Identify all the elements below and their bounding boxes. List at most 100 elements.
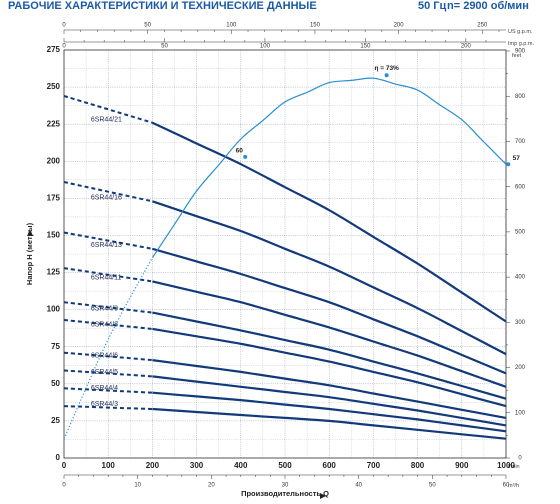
bottom-axes: l/min m³/h Производительность Q 0 100 200 3… bbox=[62, 461, 520, 499]
imp-gpm-axis-label: Imp g.p.m. bbox=[508, 41, 534, 47]
x-axis-arrow bbox=[320, 493, 326, 499]
curve-dashed-0 bbox=[63, 95, 153, 124]
m3h-tick-label: 0 bbox=[62, 483, 66, 489]
y-tick-label: 50 bbox=[51, 379, 60, 388]
frequency-label: 50 Гц bbox=[418, 0, 447, 12]
us-gpm-tick-label: 150 bbox=[310, 23, 321, 29]
x-tick-label: 700 bbox=[367, 461, 381, 470]
y-tick-label: 225 bbox=[47, 119, 61, 128]
curve-solid-4 bbox=[152, 311, 507, 400]
efficiency-label-1: η = 73% bbox=[374, 65, 399, 72]
curve-solid-6 bbox=[152, 359, 507, 419]
y-axis-arrow bbox=[27, 230, 33, 236]
feet-tick-label: 600 bbox=[515, 184, 526, 190]
y-tick-label: 150 bbox=[47, 231, 61, 240]
curve-label-4: 6SR44/9 bbox=[91, 305, 118, 312]
us-gpm-tick-label: 100 bbox=[226, 23, 237, 29]
m3h-tick-label: 10 bbox=[134, 483, 141, 489]
y-tick-label: 250 bbox=[47, 82, 61, 91]
l-min-axis-label: l/min bbox=[508, 464, 520, 470]
imp-gpm-tick-label: 150 bbox=[360, 44, 371, 50]
efficiency-point-1 bbox=[384, 73, 389, 78]
curve-label-3: 6SR44/11 bbox=[91, 274, 122, 281]
y-tick-label: 275 bbox=[47, 45, 61, 54]
curve-solid-2 bbox=[152, 247, 507, 375]
y-tick-label: 125 bbox=[47, 268, 61, 277]
feet-tick-label: 500 bbox=[515, 229, 526, 235]
efficiency-dotted bbox=[63, 257, 153, 439]
imp-gpm-tick-label: 100 bbox=[260, 44, 271, 50]
feet-tick-label: 800 bbox=[515, 94, 526, 100]
pump-curves: 6SR44/21 6SR44/16 6SR44/13 6SR44/11 6SR44/9 6… bbox=[63, 95, 507, 440]
y-axis: Напор H (метры) 0 25 50 75 100 125 150 175 200 22… bbox=[25, 45, 61, 462]
y-tick-label: 200 bbox=[47, 156, 61, 165]
curve-dashed-6 bbox=[63, 351, 153, 362]
efficiency-curve: 60 η = 73% 57 bbox=[63, 65, 521, 439]
curve-label-8: 6SR44/4 bbox=[91, 385, 118, 392]
curve-solid-1 bbox=[152, 200, 507, 356]
curve-dashed-2 bbox=[63, 231, 153, 250]
feet-tick-label: 300 bbox=[515, 320, 526, 326]
curve-label-2: 6SR44/13 bbox=[91, 242, 122, 249]
imp-gpm-tick-label: 0 bbox=[62, 44, 66, 50]
curve-label-5: 6SR44/8 bbox=[91, 322, 118, 329]
feet-tick-label: 0 bbox=[518, 456, 522, 462]
chart-title: РАБОЧИЕ ХАРАКТЕРИСТИКИ И ТЕХНИЧЕСКИЕ ДАН… bbox=[8, 0, 317, 12]
y-tick-label: 100 bbox=[47, 305, 61, 314]
feet-axis: feet 0 100 200 300 400 500 600 700 800 900 bbox=[506, 49, 526, 462]
feet-tick-label: 400 bbox=[515, 275, 526, 281]
x-tick-label: 1000 bbox=[497, 461, 515, 470]
curve-solid-7 bbox=[152, 375, 507, 427]
curve-solid-3 bbox=[152, 280, 507, 388]
x-tick-label: 100 bbox=[102, 461, 116, 470]
m3h-tick-label: 30 bbox=[282, 483, 289, 489]
imp-gpm-tick-label: 50 bbox=[161, 44, 168, 50]
curve-dashed-8 bbox=[63, 387, 153, 394]
x-axis-title: Производительность Q bbox=[241, 489, 329, 498]
top-axes: US g.p.m. Imp g.p.m. 0 50 100 150 200 250 0 50 1… bbox=[62, 23, 534, 50]
efficiency-label-0: 60 bbox=[236, 148, 244, 155]
x-tick-label: 0 bbox=[62, 461, 67, 470]
y-tick-label: 0 bbox=[56, 453, 61, 462]
feet-tick-label: 900 bbox=[515, 49, 526, 55]
curve-dashed-5 bbox=[63, 319, 153, 330]
curve-dashed-9 bbox=[63, 405, 153, 410]
m3h-tick-label: 20 bbox=[208, 483, 215, 489]
y-axis-title: Напор H (метры) bbox=[25, 222, 34, 285]
x-tick-label: 200 bbox=[146, 461, 160, 470]
efficiency-point-0 bbox=[243, 154, 248, 159]
m3h-axis-label: m³/h bbox=[508, 483, 519, 489]
m3h-tick-label: 60 bbox=[503, 483, 510, 489]
x-tick-label: 600 bbox=[323, 461, 337, 470]
efficiency-point-2 bbox=[506, 162, 511, 167]
us-gpm-tick-label: 0 bbox=[62, 23, 66, 29]
y-tick-label: 25 bbox=[51, 416, 60, 425]
curve-label-6: 6SR44/6 bbox=[91, 353, 118, 360]
y-tick-label: 175 bbox=[47, 193, 61, 202]
feet-tick-label: 100 bbox=[515, 410, 526, 416]
us-gpm-tick-label: 200 bbox=[394, 23, 405, 29]
x-tick-label: 800 bbox=[411, 461, 425, 470]
imp-gpm-tick-label: 200 bbox=[461, 44, 472, 50]
curve-solid-8 bbox=[152, 391, 507, 433]
curve-solid-5 bbox=[152, 327, 507, 408]
x-tick-label: 400 bbox=[234, 461, 248, 470]
us-gpm-tick-label: 50 bbox=[144, 23, 151, 29]
x-tick-label: 900 bbox=[455, 461, 469, 470]
curve-solid-0 bbox=[151, 121, 507, 323]
curve-dashed-1 bbox=[63, 181, 153, 203]
feet-tick-label: 200 bbox=[515, 365, 526, 371]
curve-solid-9 bbox=[152, 407, 507, 440]
curve-label-0: 6SR44/21 bbox=[91, 117, 122, 124]
feet-axis-label: feet bbox=[512, 53, 522, 59]
curve-label-9: 6SR44/3 bbox=[91, 401, 118, 408]
curve-label-7: 6SR44/5 bbox=[91, 369, 118, 376]
m3h-tick-label: 40 bbox=[355, 483, 362, 489]
curve-dashed-7 bbox=[63, 369, 153, 378]
efficiency-solid bbox=[151, 77, 507, 259]
feet-tick-label: 700 bbox=[515, 139, 526, 145]
efficiency-label-2: 57 bbox=[513, 155, 521, 162]
plot-frame bbox=[63, 49, 507, 459]
x-tick-label: 300 bbox=[190, 461, 204, 470]
